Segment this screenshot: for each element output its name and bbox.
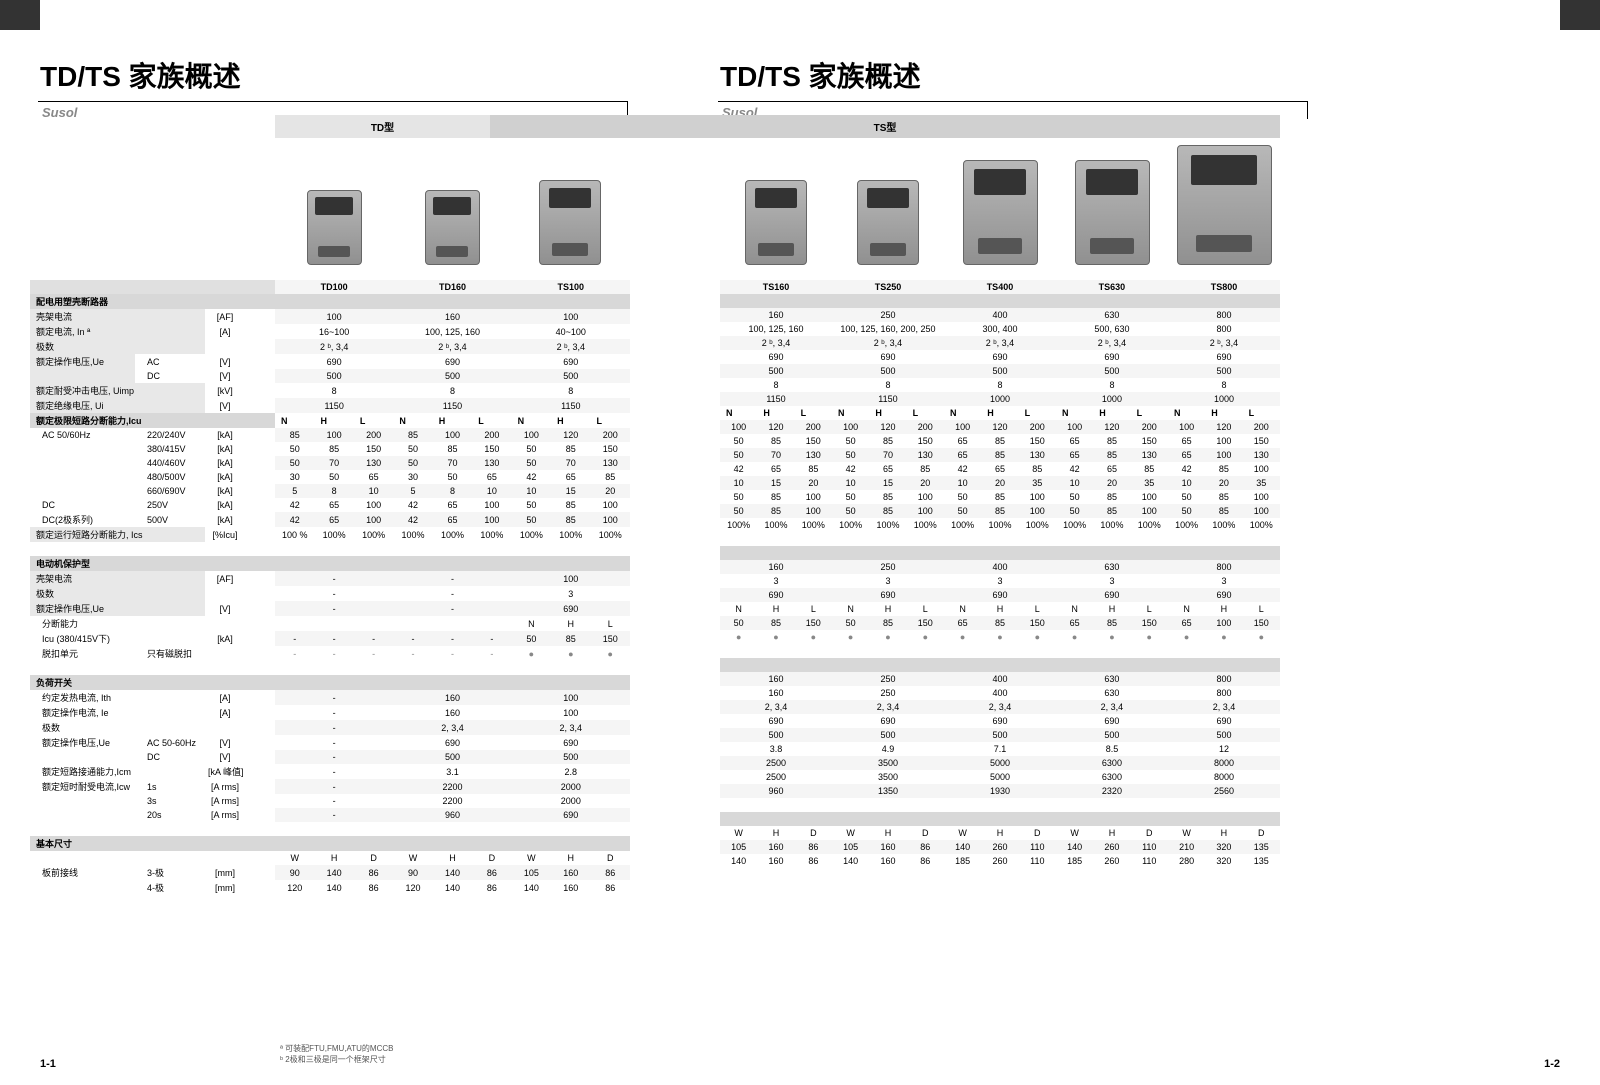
left-table-wrap: TD100TD160TS100配电用塑壳断路器壳架电流[AF]100160100… — [30, 280, 630, 895]
spec-table-left: TD100TD160TS100配电用塑壳断路器壳架电流[AF]100160100… — [30, 280, 630, 895]
product-images-right — [720, 130, 1280, 265]
page-num-left: 1-1 — [40, 1058, 56, 1070]
spec-table-right: TS160TS250TS400TS630TS800160250400630800… — [720, 280, 1280, 868]
product-image-ts400 — [963, 160, 1038, 265]
product-image-td100 — [307, 190, 362, 265]
product-image-ts800 — [1177, 145, 1272, 265]
product-images-left — [275, 130, 630, 265]
spread: TD/TS 家族概述 Susol TD/TS 家族概述 Susol — [0, 0, 1600, 120]
right-table-wrap: TS160TS250TS400TS630TS800160250400630800… — [720, 280, 1280, 868]
product-image-ts630 — [1075, 160, 1150, 265]
product-image-ts160 — [745, 180, 807, 265]
title-underline-left — [38, 101, 628, 102]
left-page: TD/TS 家族概述 Susol — [0, 0, 800, 120]
product-image-ts250 — [857, 180, 919, 265]
title-underline-right — [718, 101, 1308, 102]
title-right: TD/TS 家族概述 — [720, 55, 1580, 95]
title-left: TD/TS 家族概述 — [40, 55, 780, 95]
page-num-right: 1-2 — [1544, 1058, 1560, 1070]
footnotes: ª 可装配FTU,FMU,ATU的MCCB ᵇ 2极和三极是同一个框架尺寸 — [280, 1043, 393, 1065]
product-image-ts100 — [539, 180, 601, 265]
footnote-2: ᵇ 2极和三极是同一个框架尺寸 — [280, 1054, 393, 1065]
right-page: TD/TS 家族概述 Susol — [800, 0, 1600, 120]
product-image-td160 — [425, 190, 480, 265]
footnote-1: ª 可装配FTU,FMU,ATU的MCCB — [280, 1043, 393, 1054]
